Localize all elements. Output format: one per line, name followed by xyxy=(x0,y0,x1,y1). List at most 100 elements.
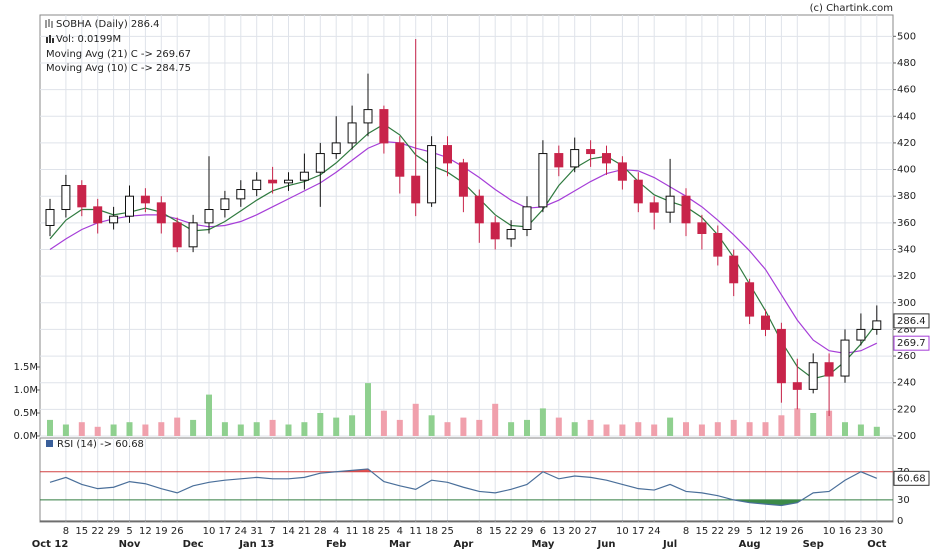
y-tick-label: 200 xyxy=(897,431,916,442)
x-tick-label: 28 xyxy=(314,526,327,537)
volume-tick-label: 0.0M xyxy=(13,431,38,442)
candle-body xyxy=(172,222,182,248)
x-tick-label: 11 xyxy=(409,526,422,537)
y-tick-label: 300 xyxy=(897,298,916,309)
ma-badge-box xyxy=(893,335,930,351)
volume-bar xyxy=(237,424,244,436)
volume-bar xyxy=(412,403,419,436)
volume-bar xyxy=(94,426,101,436)
x-tick-label: 14 xyxy=(282,526,295,537)
candle-body xyxy=(315,153,325,173)
x-tick-label: 15 xyxy=(75,526,88,537)
source: (c) Chartink.com xyxy=(810,3,893,14)
x-tick-label: 22 xyxy=(505,526,518,537)
volume-bar xyxy=(571,422,578,436)
candle-body xyxy=(427,145,437,204)
x-tick-label: 25 xyxy=(378,526,391,537)
candle-body xyxy=(299,171,309,181)
volume-bar xyxy=(651,424,658,436)
volume-bar xyxy=(174,417,181,436)
candle-body xyxy=(808,362,818,390)
y-tick-label: 360 xyxy=(897,218,916,229)
x-tick-label: 5 xyxy=(126,526,132,537)
volume-bar xyxy=(317,413,324,436)
volume-bar xyxy=(524,419,530,436)
volume-bar xyxy=(698,424,705,436)
x-month-label: Jun xyxy=(597,539,616,550)
volume-label: Vol: 0.0199M xyxy=(56,34,121,45)
volume-bar xyxy=(857,424,864,436)
volume-bar xyxy=(301,422,308,436)
x-tick-label: 18 xyxy=(425,526,438,537)
candle-body xyxy=(395,142,405,177)
x-tick-label: 22 xyxy=(91,526,104,537)
volume-bar xyxy=(285,424,292,436)
volume-bar xyxy=(110,424,117,436)
volume-bar xyxy=(476,419,483,436)
candle-body xyxy=(363,109,373,124)
candle-body xyxy=(458,162,468,197)
candle-body xyxy=(872,320,882,330)
x-tick-label: 4 xyxy=(333,526,339,537)
x-month-label: Dec xyxy=(183,539,204,550)
volume-bar xyxy=(333,417,340,436)
x-month-label: Oct xyxy=(867,539,886,550)
x-tick-label: 8 xyxy=(683,526,689,537)
candle-body xyxy=(45,209,55,227)
candle-body xyxy=(156,202,166,224)
volume-bar xyxy=(396,419,403,436)
rsi-oversold-fill xyxy=(50,499,877,506)
y-tick-label: 220 xyxy=(897,404,916,415)
x-tick-label: 22 xyxy=(711,526,724,537)
candle-body xyxy=(93,206,103,224)
x-tick-label: 29 xyxy=(107,526,120,537)
volume-bar xyxy=(778,415,785,436)
x-tick-label: 25 xyxy=(441,526,454,537)
x-tick-label: 6 xyxy=(540,526,546,537)
x-month-label: Mar xyxy=(389,539,411,550)
x-tick-label: 11 xyxy=(346,526,359,537)
x-tick-label: 27 xyxy=(584,526,597,537)
rsi-legend-icon xyxy=(46,440,53,447)
candle-body xyxy=(236,189,246,200)
candle-body xyxy=(379,109,389,144)
candle-body xyxy=(443,145,452,164)
x-month-label: Nov xyxy=(119,539,141,550)
volume-bar xyxy=(206,394,212,436)
candle-body xyxy=(284,179,293,184)
volume-bar xyxy=(460,417,467,436)
candle-body xyxy=(761,315,770,330)
candle-body xyxy=(570,149,580,168)
y-tick-label: 480 xyxy=(897,58,916,69)
y-tick-label: 320 xyxy=(897,271,916,282)
candle-body xyxy=(697,222,707,234)
volume-bar xyxy=(365,383,371,436)
legend-entry: Moving Avg (10) C -> 284.75 xyxy=(46,63,191,74)
x-tick-label: 24 xyxy=(648,526,661,537)
y-tick-label: 420 xyxy=(897,138,916,149)
x-tick-label: 10 xyxy=(203,526,216,537)
candle-body xyxy=(792,382,802,390)
volume-bar xyxy=(603,424,610,436)
x-month-label: Sep xyxy=(803,539,824,550)
x-tick-label: 4 xyxy=(397,526,403,537)
y-tick-label: 240 xyxy=(897,378,916,389)
y-tick-label: 380 xyxy=(897,191,916,202)
x-month-label: Aug xyxy=(739,539,761,550)
rsi-tick-label: 0 xyxy=(897,516,903,527)
volume-bar xyxy=(746,422,753,436)
price-badge-box xyxy=(893,313,930,329)
volume-bar xyxy=(142,424,149,436)
volume-tick-label: 0.5M xyxy=(13,408,38,419)
volume-bar xyxy=(47,419,53,436)
x-tick-label: 21 xyxy=(298,526,311,537)
x-tick-label: 12 xyxy=(139,526,152,537)
candle-body xyxy=(474,195,484,224)
price-panel xyxy=(39,14,894,437)
volume-bar xyxy=(873,426,880,436)
x-tick-label: 7 xyxy=(269,526,275,537)
x-month-label: Oct 12 xyxy=(32,539,69,550)
x-month-label: Feb xyxy=(326,539,346,550)
x-tick-label: 17 xyxy=(632,526,645,537)
volume-bar xyxy=(762,422,769,436)
